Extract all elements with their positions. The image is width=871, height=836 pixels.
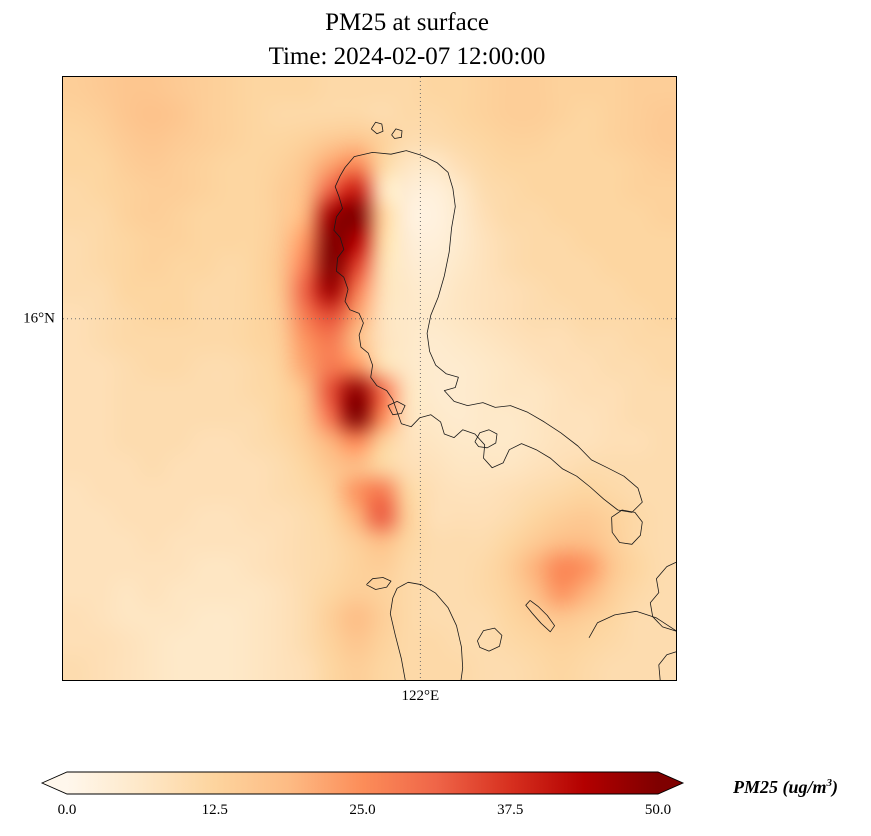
colorbar: 0.0 12.5 25.0 37.5 50.0	[40, 770, 685, 820]
coastline-path	[391, 128, 403, 139]
coastline-overlay	[63, 77, 676, 680]
chart-title-line1: PM25 at surface	[325, 9, 489, 36]
chart-title: PM25 at surface Time: 2024-02-07 12:00:0…	[62, 6, 752, 74]
longitude-tick-label: 122°E	[401, 688, 440, 704]
coastline-path	[366, 577, 392, 590]
colorbar-tick-label: 37.5	[497, 802, 524, 818]
coastline-path	[474, 429, 498, 449]
coastline-path	[525, 600, 556, 633]
coastline-path	[370, 121, 384, 135]
colorbar-tick-label: 50.0	[644, 802, 672, 818]
colorbar-gradient-bar	[40, 771, 685, 795]
coastline-path	[387, 400, 406, 416]
colorbar-tick-label: 25.0	[349, 802, 376, 818]
colorbar-label-superscript: 3	[826, 777, 833, 789]
coastline-path	[588, 610, 676, 638]
coastline-path	[611, 509, 643, 545]
coastline-path	[477, 627, 503, 652]
coastline-path	[658, 651, 676, 680]
coastline-path	[333, 150, 643, 513]
plot-area: 16°N 122°E	[23, 76, 677, 704]
coastline-path	[649, 561, 676, 632]
colorbar-label-text: PM25 (ug/m	[733, 777, 827, 797]
colorbar-label: PM25 (ug/m3)	[733, 770, 839, 797]
colorbar-tick-label: 12.5	[201, 802, 228, 818]
coastline-path	[389, 581, 464, 680]
heatmap-canvas	[63, 77, 676, 680]
colorbar-label-close: )	[832, 777, 839, 797]
chart-title-line2: Time: 2024-02-07 12:00:00	[268, 43, 546, 70]
colorbar-arrow-shape	[40, 771, 685, 795]
latitude-tick-label: 16°N	[23, 310, 55, 327]
colorbar-tick-label: 0.0	[57, 802, 77, 818]
